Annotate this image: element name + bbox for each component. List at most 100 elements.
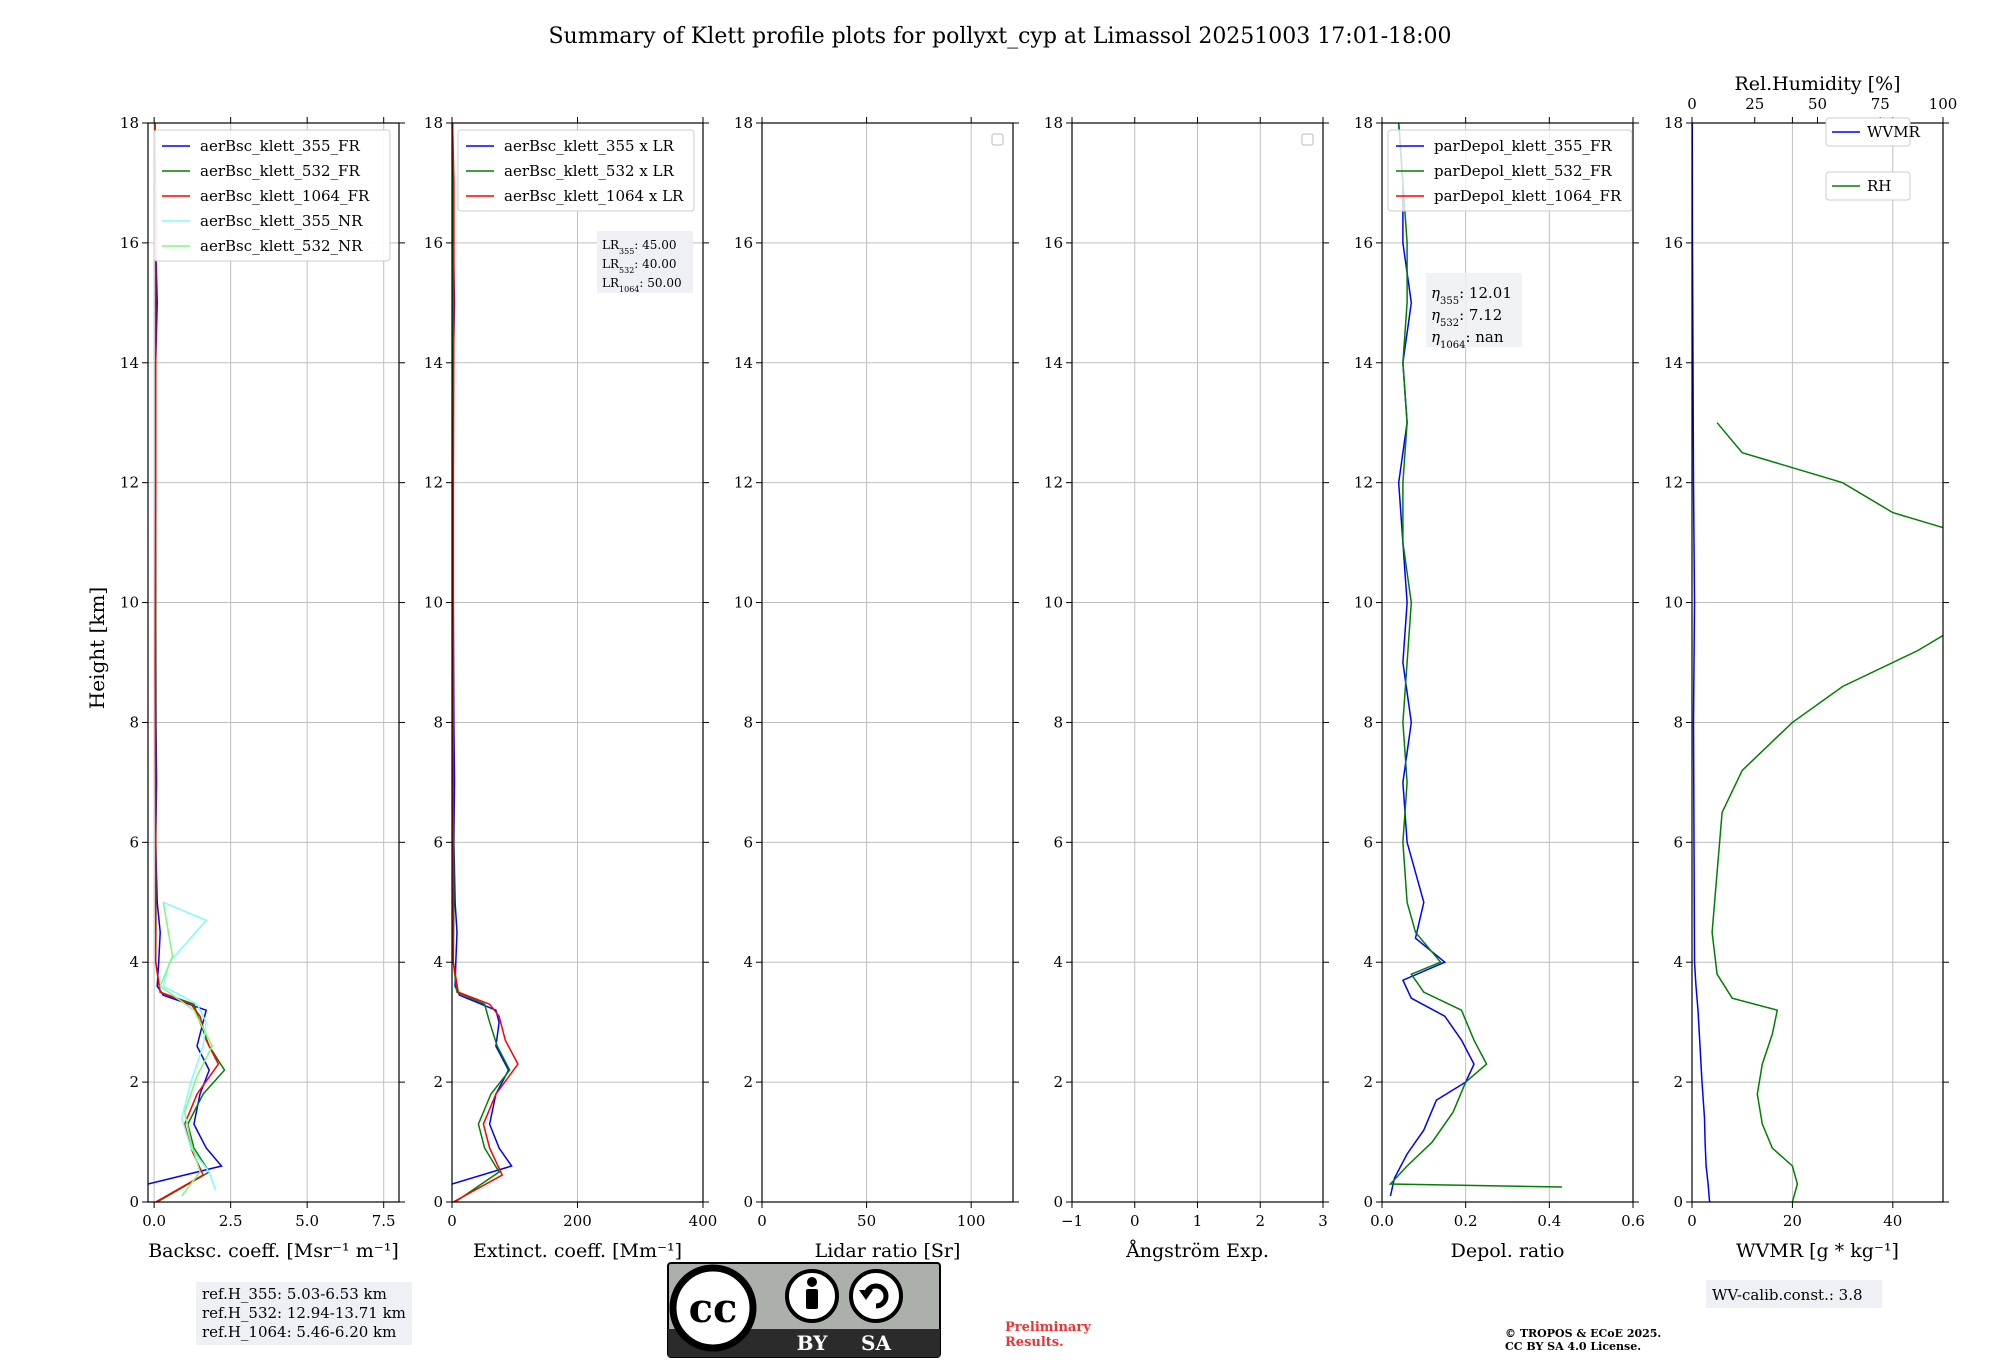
x-tick-label: 0 [1130, 1212, 1140, 1230]
y-tick-label: 10 [424, 594, 443, 612]
y-tick-label: 16 [424, 234, 443, 252]
lr-annotation: LR1064: 50.00 [602, 276, 682, 294]
top-x-tick-label: 0 [1687, 95, 1697, 113]
axes-frame [147, 122, 400, 1203]
legend-label: aerBsc_klett_532_FR [200, 162, 360, 180]
axes-frame [1691, 122, 1944, 1203]
axes-frame [1381, 122, 1634, 1203]
legend-label: aerBsc_klett_532_NR [200, 237, 363, 255]
y-tick-label: 10 [1664, 594, 1683, 612]
x-axis-label: WVMR [g * kg⁻¹] [1736, 1240, 1899, 1262]
legend-label: aerBsc_klett_1064 x LR [504, 187, 684, 205]
y-tick-label: 6 [129, 833, 139, 851]
axes-frame [761, 122, 1014, 1203]
y-tick-label: 12 [424, 474, 443, 492]
series-aerBsc_klett_355_FR [148, 123, 223, 1185]
y-tick-label: 14 [424, 354, 443, 372]
y-axis-label: Height [km] [85, 587, 109, 709]
y-tick-label: 12 [734, 474, 753, 492]
y-tick-label: 10 [1044, 594, 1063, 612]
y-tick-label: 8 [1363, 713, 1373, 731]
legend-label: aerBsc_klett_1064_FR [200, 187, 370, 205]
legend-box [153, 129, 391, 262]
x-tick-label: 2 [1255, 1212, 1265, 1230]
lr-annotation: LR355: 45.00 [602, 238, 677, 256]
y-tick-label: 0 [743, 1193, 753, 1211]
y-tick-label: 14 [1044, 354, 1063, 372]
y-tick-label: 16 [120, 234, 139, 252]
legend-label: aerBsc_klett_355_FR [200, 137, 360, 155]
y-tick-label: 4 [743, 953, 753, 971]
y-tick-label: 18 [1354, 114, 1373, 132]
x-tick-label: 400 [689, 1212, 718, 1230]
panel-lidar_ratio: 0 50 100 0 2 4 6 8 10 12 14 16 18 Lidar ratio [Sr] [734, 114, 1019, 1262]
legend-label: aerBsc_klett_532 x LR [504, 162, 675, 180]
y-tick-label: 10 [734, 594, 753, 612]
eta-annotation: η355: 12.01 [1431, 284, 1512, 307]
y-tick-label: 16 [734, 234, 753, 252]
attribution-head [807, 1277, 817, 1287]
y-tick-label: 2 [1673, 1073, 1683, 1091]
legend-label: parDepol_klett_1064_FR [1434, 187, 1622, 205]
y-tick-label: 12 [1664, 474, 1683, 492]
y-tick-label: 4 [1053, 953, 1063, 971]
empty-legend-box [1301, 133, 1314, 146]
x-tick-label: 50 [857, 1212, 876, 1230]
eta-annotation: η1064: nan [1431, 328, 1504, 351]
y-tick-label: 14 [1664, 354, 1683, 372]
eta-annotation-box [1426, 273, 1522, 347]
y-tick-label: 14 [120, 354, 139, 372]
y-tick-label: 12 [1354, 474, 1373, 492]
y-tick-label: 2 [1363, 1073, 1373, 1091]
top-x-tick-label: 50 [1808, 95, 1827, 113]
x-tick-label: 0.2 [1454, 1212, 1478, 1230]
cc-logo-icon [669, 1264, 757, 1352]
x-tick-label: 1 [1193, 1212, 1203, 1230]
x-axis-label: Backsc. coeff. [Msr⁻¹ m⁻¹] [148, 1240, 399, 1262]
badge-sa-label: SA [861, 1331, 891, 1355]
top-x-tick-label: 75 [1871, 95, 1890, 113]
y-tick-label: 18 [1664, 114, 1683, 132]
x-tick-label: 0.0 [1370, 1212, 1394, 1230]
y-tick-label: 0 [1053, 1193, 1063, 1211]
lr-annotation-box [597, 231, 693, 293]
y-tick-label: 14 [1354, 354, 1373, 372]
y-tick-label: 2 [743, 1073, 753, 1091]
share-alike-arrowhead [859, 1290, 873, 1300]
top-x-tick-label: 100 [1929, 95, 1958, 113]
top-x-tick-label: 25 [1745, 95, 1764, 113]
y-tick-label: 8 [743, 713, 753, 731]
preliminary-line-1: Preliminary [1005, 1320, 1091, 1335]
legend-label: RH [1867, 177, 1891, 195]
y-tick-label: 8 [1673, 713, 1683, 731]
panel-wvmr: 0 20 40 0 2 4 6 8 10 12 14 16 18 WVMR [g * kg⁻¹] 0 25 50… [1664, 73, 1958, 1308]
legend-box [1387, 129, 1633, 212]
x-tick-label: 0 [447, 1212, 457, 1230]
legend-label: parDepol_klett_532_FR [1434, 162, 1612, 180]
y-tick-label: 8 [433, 713, 443, 731]
y-tick-label: 0 [129, 1193, 139, 1211]
x-tick-label: 0.4 [1537, 1212, 1561, 1230]
series-RH [1711, 422, 1943, 1202]
legend-box [1825, 171, 1911, 201]
legend-label: aerBsc_klett_355_NR [200, 212, 363, 230]
ref-height-532: ref.H_532: 12.94-13.71 km [202, 1304, 406, 1322]
ref-height-1064: ref.H_1064: 5.46-6.20 km [202, 1323, 397, 1341]
lr-annotation: LR532: 40.00 [602, 257, 677, 275]
series-parDepol_klett_532_FR [1388, 123, 1562, 1188]
ref-height-355: ref.H_355: 5.03-6.53 km [202, 1285, 387, 1303]
eta-annotation: η532: 7.12 [1431, 306, 1502, 329]
cc-logo-text: cc [689, 1285, 738, 1332]
legend-label: aerBsc_klett_355 x LR [504, 137, 675, 155]
y-tick-label: 8 [129, 713, 139, 731]
x-tick-label: 0.0 [142, 1212, 166, 1230]
y-tick-label: 16 [1044, 234, 1063, 252]
y-tick-label: 16 [1664, 234, 1683, 252]
y-tick-label: 0 [1673, 1193, 1683, 1211]
series-aerBsc_klett_532_NR [159, 902, 214, 1197]
empty-legend-box [991, 133, 1004, 146]
x-axis-label: Lidar ratio [Sr] [815, 1240, 961, 1262]
x-tick-label: 0 [757, 1212, 767, 1230]
y-tick-label: 4 [1363, 953, 1373, 971]
